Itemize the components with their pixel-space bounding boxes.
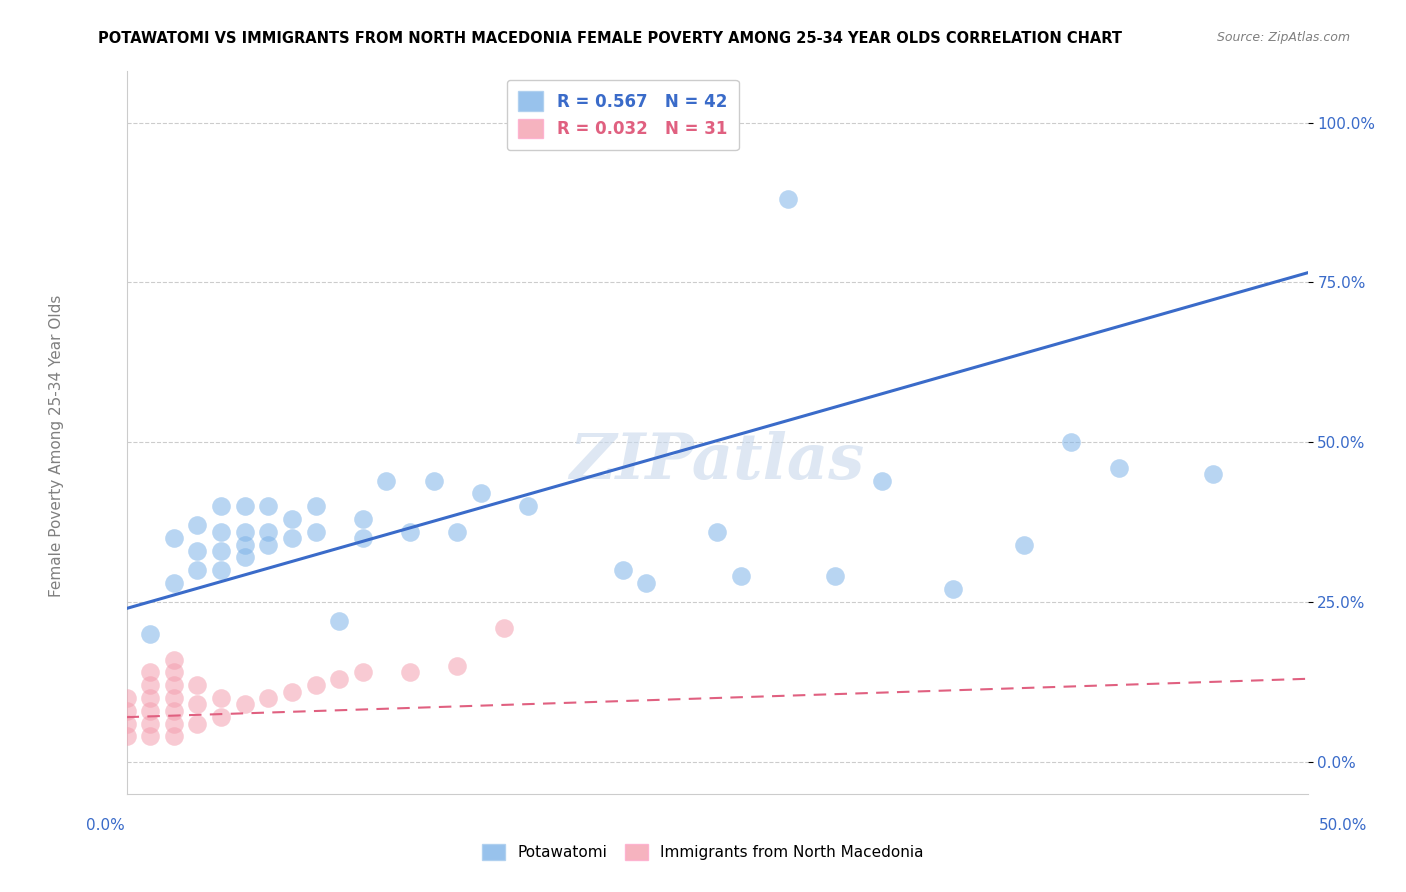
Legend: R = 0.567   N = 42, R = 0.032   N = 31: R = 0.567 N = 42, R = 0.032 N = 31 [506,79,738,150]
Point [352,665,374,680]
Point [233,524,256,539]
Point [186,698,208,712]
Point [115,690,138,705]
Point [1060,435,1083,450]
Point [328,672,350,686]
Point [776,192,799,206]
Point [328,614,350,628]
Point [139,704,162,718]
Point [281,512,304,526]
Point [1202,467,1225,482]
Point [1012,537,1035,551]
Point [115,729,138,743]
Text: 50.0%: 50.0% [1319,818,1367,832]
Point [304,499,326,513]
Point [209,499,232,513]
Point [257,690,280,705]
Point [186,678,208,692]
Point [139,627,162,641]
Point [139,690,162,705]
Point [115,716,138,731]
Text: Source: ZipAtlas.com: Source: ZipAtlas.com [1216,31,1350,45]
Point [139,665,162,680]
Point [209,563,232,577]
Text: ZIPatlas: ZIPatlas [569,431,865,492]
Point [233,698,256,712]
Legend: Potawatomi, Immigrants from North Macedonia: Potawatomi, Immigrants from North Macedo… [475,838,931,866]
Text: POTAWATOMI VS IMMIGRANTS FROM NORTH MACEDONIA FEMALE POVERTY AMONG 25-34 YEAR OL: POTAWATOMI VS IMMIGRANTS FROM NORTH MACE… [98,31,1122,46]
Point [304,678,326,692]
Point [352,512,374,526]
Point [446,524,468,539]
Point [163,575,186,590]
Point [399,665,422,680]
Point [872,474,894,488]
Point [494,621,516,635]
Point [446,659,468,673]
Point [163,652,186,666]
Point [422,474,444,488]
Point [139,678,162,692]
Point [186,544,208,558]
Point [304,524,326,539]
Point [163,716,186,731]
Point [233,550,256,565]
Point [209,690,232,705]
Point [257,524,280,539]
Point [730,569,752,583]
Point [163,678,186,692]
Point [233,499,256,513]
Point [209,710,232,724]
Point [257,537,280,551]
Point [281,531,304,545]
Point [115,704,138,718]
Point [257,499,280,513]
Point [352,531,374,545]
Point [186,518,208,533]
Point [139,716,162,731]
Point [163,729,186,743]
Point [209,524,232,539]
Point [1108,460,1130,475]
Point [636,575,658,590]
Text: 0.0%: 0.0% [86,818,125,832]
Point [399,524,422,539]
Point [517,499,540,513]
Text: Female Poverty Among 25-34 Year Olds: Female Poverty Among 25-34 Year Olds [49,295,63,597]
Point [470,486,492,500]
Point [233,537,256,551]
Point [824,569,846,583]
Point [163,665,186,680]
Point [209,544,232,558]
Point [706,524,728,539]
Point [612,563,634,577]
Point [139,729,162,743]
Point [186,716,208,731]
Point [281,684,304,698]
Point [942,582,965,597]
Point [163,690,186,705]
Point [163,704,186,718]
Point [163,531,186,545]
Point [186,563,208,577]
Point [375,474,398,488]
